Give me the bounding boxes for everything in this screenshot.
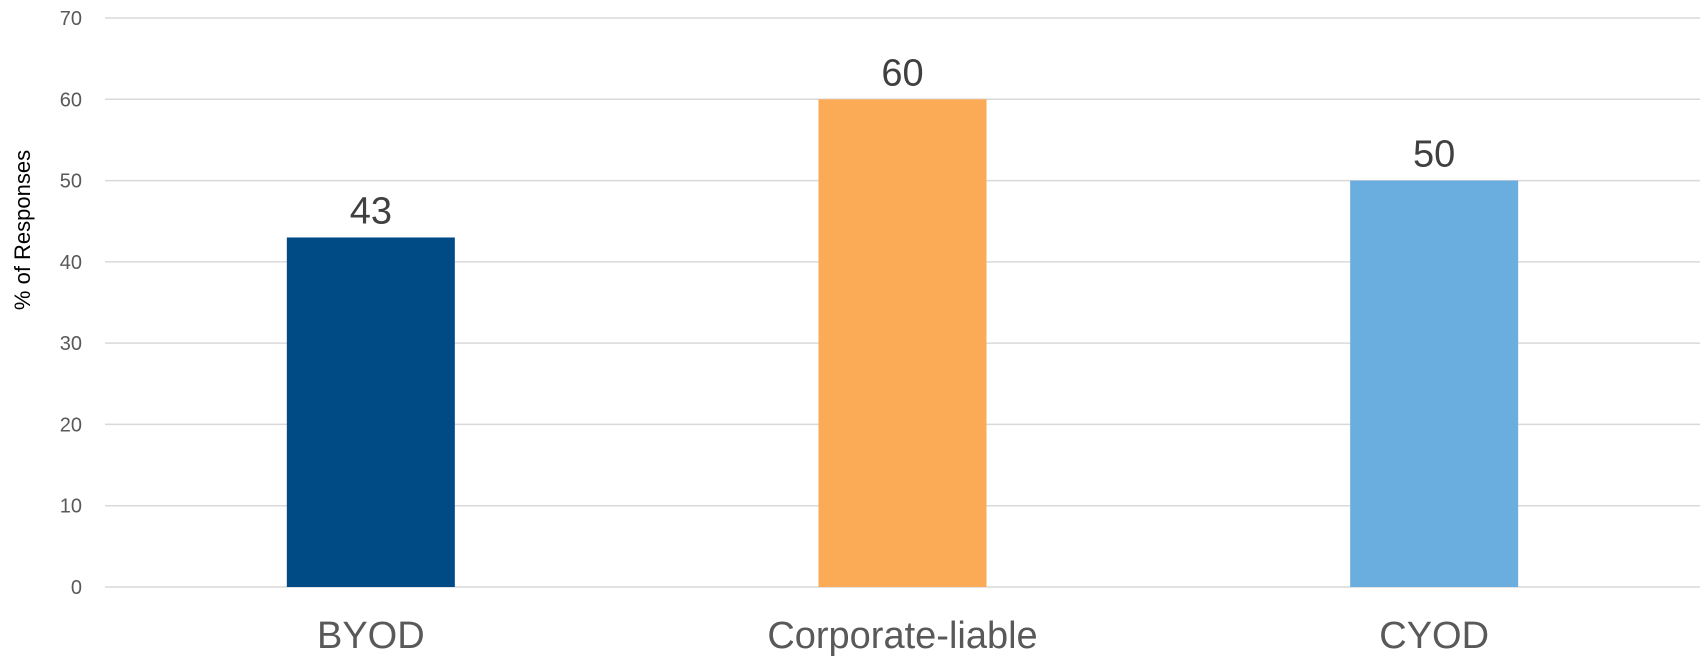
x-axis-ticks: BYOD Corporate-liable CYOD [317,615,1489,657]
data-label: 50 [1413,134,1455,176]
y-tick-label: 20 [60,414,82,436]
x-tick-label: CYOD [1379,615,1489,657]
data-label: 60 [881,52,923,94]
y-tick-label: 30 [60,333,82,355]
data-labels: 43 60 50 [350,52,1456,232]
y-tick-label: 40 [60,252,82,274]
bars [286,99,1519,588]
y-tick-label: 50 [60,171,82,193]
x-tick-label: BYOD [317,615,425,657]
y-tick-label: 70 [60,8,82,30]
y-axis-title: % of Responses [10,150,35,310]
y-tick-label: 60 [60,89,82,111]
bar-cyod [1350,180,1519,588]
bar-corporate-liable [818,99,987,588]
y-axis-ticks: 0 10 20 30 40 50 60 70 [60,8,82,599]
y-tick-label: 0 [71,577,82,599]
y-tick-label: 10 [60,496,82,518]
bar-byod [286,237,455,587]
data-label: 43 [350,190,392,232]
x-tick-label: Corporate-liable [767,615,1037,657]
